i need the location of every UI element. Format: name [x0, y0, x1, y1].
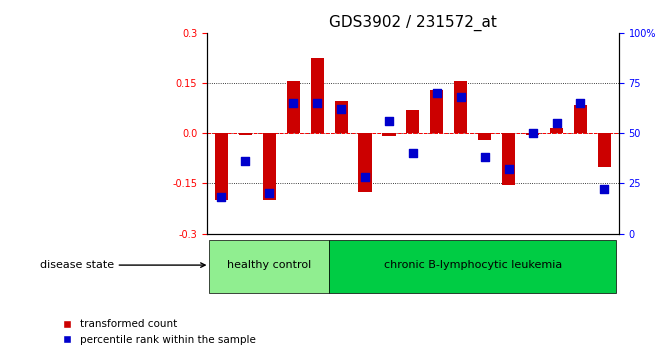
Point: [479, 154, 490, 160]
Point: [264, 190, 274, 196]
Bar: [574, 105, 587, 133]
Bar: [262, 133, 276, 200]
Point: [407, 150, 418, 156]
Point: [527, 130, 538, 136]
Point: [288, 100, 299, 106]
Bar: [215, 133, 228, 200]
Point: [240, 159, 251, 164]
Point: [456, 94, 466, 100]
Point: [551, 120, 562, 126]
Point: [599, 187, 610, 192]
Bar: [430, 90, 444, 133]
Text: chronic B-lymphocytic leukemia: chronic B-lymphocytic leukemia: [384, 260, 562, 270]
Bar: [311, 58, 323, 133]
Point: [360, 175, 370, 180]
Bar: [502, 133, 515, 185]
Point: [575, 100, 586, 106]
Bar: [335, 101, 348, 133]
Legend: transformed count, percentile rank within the sample: transformed count, percentile rank withi…: [52, 315, 260, 349]
Point: [312, 100, 323, 106]
Bar: [454, 81, 468, 133]
Bar: [478, 133, 491, 140]
Bar: [550, 128, 563, 133]
FancyBboxPatch shape: [209, 240, 329, 293]
Bar: [382, 133, 395, 136]
Point: [431, 90, 442, 96]
Point: [216, 195, 227, 200]
Bar: [358, 133, 372, 192]
Point: [336, 106, 346, 112]
FancyBboxPatch shape: [329, 240, 617, 293]
Bar: [526, 133, 539, 135]
Title: GDS3902 / 231572_at: GDS3902 / 231572_at: [329, 15, 497, 31]
Bar: [239, 133, 252, 135]
Point: [503, 166, 514, 172]
Text: healthy control: healthy control: [227, 260, 311, 270]
Bar: [407, 110, 419, 133]
Point: [384, 118, 395, 124]
Text: disease state: disease state: [40, 260, 205, 270]
Bar: [287, 81, 300, 133]
Bar: [598, 133, 611, 167]
